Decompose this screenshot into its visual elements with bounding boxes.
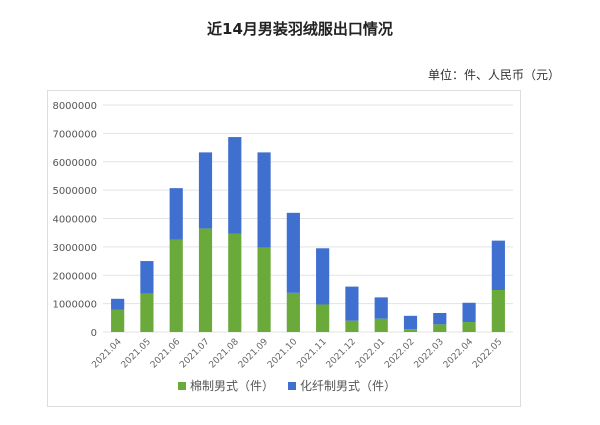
legend-swatch [288,382,296,390]
unit-note: 单位：件、人民币（元） [427,68,560,82]
bar-synthetic [198,152,213,229]
y-tick-label: 0 [91,328,97,339]
y-tick-label: 1000000 [52,300,97,311]
bar-cotton [111,309,125,332]
bar-cotton [433,324,447,332]
bar-cotton [286,292,300,332]
legend-label: 化纤制男式（件） [300,379,396,393]
bar-cotton [345,320,359,332]
bar-cotton [462,322,476,332]
x-tick-label: 2021.05 [120,337,153,370]
bar-cotton [491,290,505,332]
chart-container: 0 1000000 2000000 3000000 4000000 5000000 6000… [47,90,521,407]
legend-swatch [178,382,186,390]
x-tick-label: 2022.03 [413,337,446,370]
bar-synthetic [374,297,388,319]
bar-synthetic [111,298,125,310]
x-tick-label: 2021.08 [208,337,242,371]
bar-synthetic [228,137,242,234]
x-tick-label: 2021.11 [295,337,328,370]
bar-synthetic [403,315,418,330]
bar-cotton [140,293,154,332]
x-tick-label: 2021.06 [149,337,183,371]
bar-cotton [374,318,388,332]
bar-cotton [403,329,418,332]
x-tick-label: 2021.07 [178,337,211,370]
x-tick-label: 2022.02 [383,337,416,370]
y-tick-label: 2000000 [52,271,97,282]
x-tick-label: 2021.09 [237,337,271,371]
bar-synthetic [140,261,154,294]
x-tick-label: 2021.04 [90,337,124,371]
y-tick-label: 5000000 [52,186,97,197]
bar-synthetic [491,240,505,291]
stacked-bar-chart: 0 1000000 2000000 3000000 4000000 5000000 6000… [52,101,513,393]
x-tick-label: 2021.10 [266,337,300,371]
bar-synthetic [257,152,271,248]
bar-synthetic [345,286,359,321]
bar-synthetic [462,302,476,323]
bar-cotton [169,239,183,332]
bar-synthetic [316,248,330,305]
bar-synthetic [169,188,183,240]
x-tick-label: 2022.04 [442,337,476,371]
chart-title: 近14月男装羽绒服出口情况 [207,20,393,38]
bar-cotton [316,304,330,332]
legend-label: 棉制男式（件） [190,379,274,393]
y-tick-label: 3000000 [52,243,97,254]
bar-cotton [257,247,271,332]
bar-cotton [228,233,242,332]
bar-cotton [198,228,213,332]
x-tick-label: 2021.12 [325,337,358,370]
y-tick-label: 6000000 [52,158,97,169]
bar-synthetic [286,212,300,293]
y-tick-label: 7000000 [52,129,97,140]
x-tick-label: 2022.01 [354,337,387,370]
y-tick-label: 4000000 [52,215,97,226]
y-tick-label: 8000000 [52,101,97,112]
bar-synthetic [433,312,447,325]
x-tick-label: 2022.05 [471,337,504,370]
